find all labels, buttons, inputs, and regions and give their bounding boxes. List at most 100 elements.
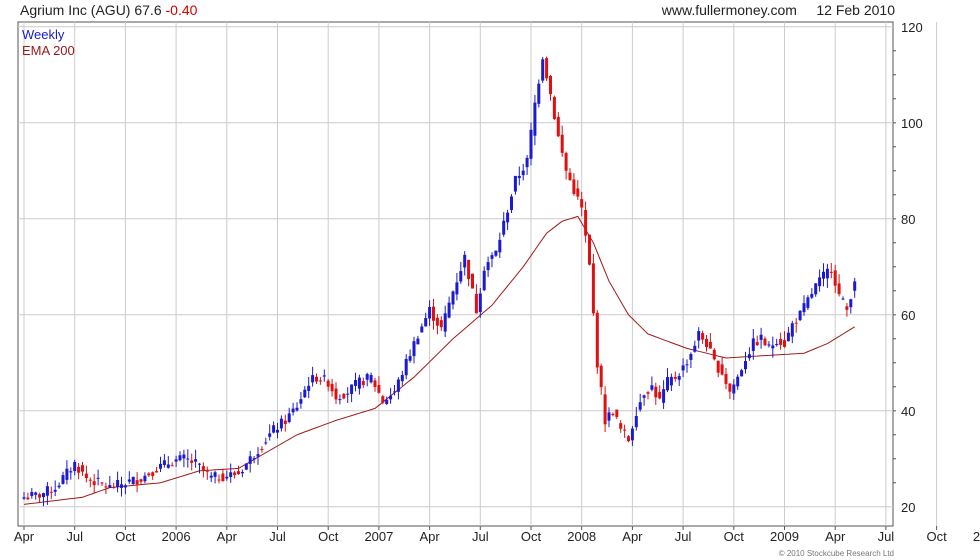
candle-body (147, 473, 151, 476)
candle-series (22, 56, 857, 507)
x-tick-label: Jul (66, 529, 83, 544)
candle (385, 396, 389, 405)
candle-body (73, 461, 77, 472)
candle-body (209, 475, 213, 478)
candle (143, 472, 147, 484)
candle-body (127, 479, 131, 482)
candle (120, 476, 123, 497)
candle (498, 232, 502, 258)
candle (135, 472, 139, 493)
candle-body (326, 380, 330, 387)
candle (315, 373, 318, 384)
candle-body (697, 331, 701, 341)
candle (810, 288, 814, 299)
candle-body (467, 259, 471, 280)
candle-body (814, 283, 818, 295)
candle (736, 374, 740, 390)
candle-body (260, 448, 264, 450)
candle-body (677, 376, 681, 380)
candle (205, 466, 209, 480)
ema-line (23, 215, 855, 505)
site-url[interactable]: www.fullermoney.com (661, 2, 797, 18)
candle (732, 379, 736, 400)
candle-body (178, 455, 182, 461)
candle (654, 382, 658, 406)
candle-body (584, 209, 588, 236)
candle (61, 471, 65, 485)
candle-body (775, 343, 779, 345)
candle-body (112, 486, 116, 488)
candle (338, 394, 342, 405)
candle-body (213, 472, 217, 477)
candle (260, 446, 264, 453)
candle-body (755, 342, 759, 346)
candle-body (498, 239, 502, 253)
candle-body (829, 271, 833, 273)
candle-body (229, 472, 233, 478)
candle (174, 455, 178, 467)
candle-body (833, 270, 837, 286)
candle (198, 462, 201, 474)
candle-body (252, 458, 256, 460)
candle-body (22, 497, 26, 499)
candle-body (837, 283, 841, 295)
candle-body (825, 268, 829, 279)
candle-body (732, 384, 736, 394)
candle (287, 407, 291, 424)
candle-body (591, 263, 595, 314)
candle-body (315, 376, 318, 382)
candle-body (350, 384, 354, 394)
x-tick-label: 2006 (162, 529, 191, 544)
candle-body (272, 425, 276, 433)
candle-body (159, 463, 162, 469)
candle (170, 462, 174, 467)
candle (190, 453, 194, 471)
candle (591, 253, 595, 316)
candle (697, 327, 701, 349)
candle-body (139, 479, 143, 482)
candle-body (361, 381, 365, 386)
candle-body (474, 293, 478, 314)
candle-body (201, 466, 205, 471)
candle-body (100, 482, 104, 484)
candle (478, 288, 482, 318)
candle (740, 368, 744, 377)
candle-body (92, 481, 96, 486)
candle (326, 379, 330, 392)
candle (104, 482, 108, 495)
candle-body (747, 354, 751, 359)
candle-body (248, 456, 252, 464)
candle-body (810, 293, 814, 298)
candle (77, 462, 81, 480)
candle-body (533, 102, 537, 136)
y-tick-label: 40 (901, 404, 915, 419)
candle-body (611, 413, 615, 416)
candle-body (233, 472, 237, 476)
candle (467, 259, 471, 287)
candle (268, 424, 272, 441)
candle-body (471, 273, 474, 289)
candle (30, 488, 34, 499)
candle-body (412, 341, 416, 357)
candle (404, 354, 408, 380)
candle (330, 378, 334, 397)
candle-body (451, 291, 455, 305)
x-tick-label: Jul (269, 529, 286, 544)
candle-body (658, 391, 662, 399)
candle-body (42, 493, 45, 498)
candle-body (435, 317, 439, 326)
candle-body (65, 468, 69, 480)
candle-body (342, 393, 346, 399)
candle (611, 412, 615, 417)
candle (502, 212, 506, 237)
candle (708, 332, 712, 349)
candle-body (45, 486, 49, 496)
candle (529, 122, 533, 166)
candle (564, 151, 568, 180)
candle-body (428, 306, 432, 319)
candle-body (77, 466, 81, 473)
candle-body (595, 312, 599, 368)
candle (619, 420, 623, 433)
candle (131, 476, 135, 485)
candle-body (205, 470, 209, 472)
